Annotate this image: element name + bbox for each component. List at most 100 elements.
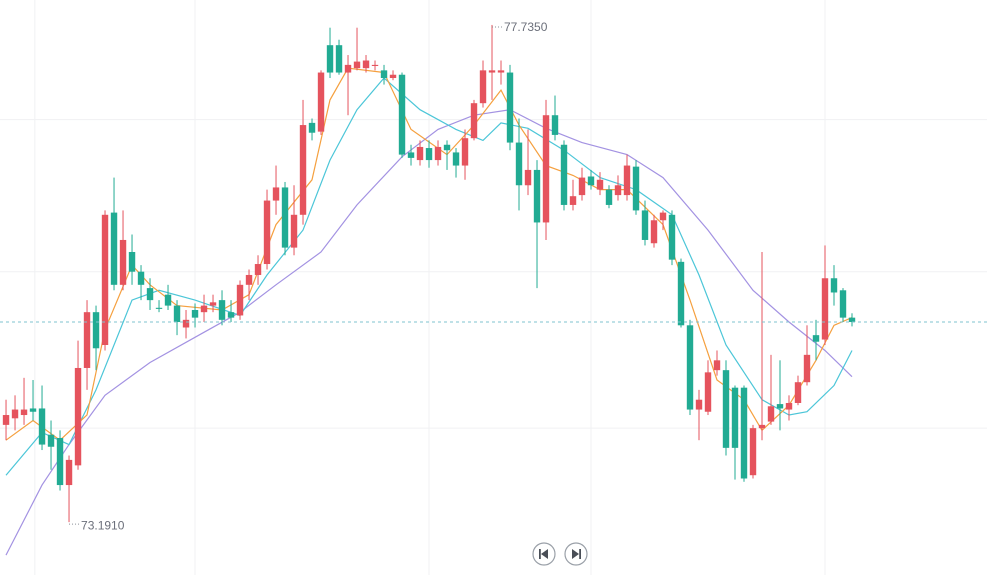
candle-body (110, 212, 118, 285)
candle-body (380, 70, 388, 79)
candle-body (56, 438, 64, 486)
button-icon[interactable] (541, 549, 548, 559)
candle-body (821, 278, 829, 340)
candle-body (794, 382, 802, 403)
candle-body (461, 138, 469, 166)
candle-body (767, 406, 775, 422)
candle-body (596, 179, 604, 190)
candle-body (830, 278, 838, 293)
candle-body (11, 409, 19, 419)
candle-body (398, 74, 406, 155)
candle-body (434, 146, 442, 161)
candle-body (704, 372, 712, 412)
candle-body (119, 239, 127, 285)
scroll-back-button[interactable] (532, 542, 556, 566)
candle-body (38, 408, 46, 445)
candle-body (407, 152, 415, 158)
candle-body (371, 64, 379, 66)
candle-body (218, 300, 226, 320)
candle-body (344, 64, 352, 73)
candle-body (776, 404, 784, 409)
candle-body (443, 144, 451, 151)
scroll-forward-button[interactable] (564, 542, 588, 566)
candle-body (20, 409, 28, 416)
candle-body (146, 288, 154, 301)
candle-body (362, 60, 370, 69)
candle-body (137, 271, 145, 285)
candle-body (749, 428, 757, 476)
candle-body (803, 354, 811, 383)
candle-body (605, 189, 613, 205)
candle-body (254, 264, 262, 275)
candle-body (569, 196, 577, 205)
candle-body (227, 312, 235, 318)
button-icon[interactable] (539, 549, 541, 559)
candle-body (632, 166, 640, 211)
candle-body (623, 165, 631, 196)
candle-body (92, 312, 100, 349)
candle-body (2, 415, 10, 425)
candle-body (848, 317, 856, 323)
candle-body (560, 144, 568, 205)
candle-body (389, 74, 397, 79)
candle-body (488, 70, 496, 73)
candle-body (326, 45, 334, 73)
candle-body (299, 125, 307, 215)
candle-body (785, 402, 793, 410)
candle-body (758, 424, 766, 429)
candle-body (722, 370, 730, 448)
candle-body (677, 261, 685, 326)
candle-body (740, 387, 748, 479)
button-icon[interactable] (579, 549, 581, 559)
candle-body (317, 72, 325, 132)
candle-body (47, 434, 55, 447)
candle-body (74, 367, 82, 466)
candle-body (290, 214, 298, 248)
candle-body (614, 185, 622, 196)
candle-body (281, 187, 289, 248)
candle-body (551, 115, 559, 135)
moving-average-line (5, 109, 853, 556)
candle-body (668, 214, 676, 260)
candle-body (416, 146, 424, 161)
candle-body (695, 399, 703, 410)
candle-body (839, 290, 847, 318)
candle-body (173, 305, 181, 323)
button-icon[interactable] (572, 549, 579, 559)
candle-body (308, 122, 316, 133)
candle-body (470, 103, 478, 139)
candle-body (524, 169, 532, 186)
candle-body (335, 45, 343, 73)
candle-body (209, 302, 217, 306)
candle-body (713, 360, 721, 371)
candles (0, 24, 987, 523)
candle-body (128, 251, 136, 272)
candle-body (515, 142, 523, 186)
candle-body (650, 220, 658, 244)
candle-body (164, 294, 172, 306)
candle-body (587, 176, 595, 186)
candle-body (155, 307, 163, 309)
candle-body (479, 70, 487, 104)
candle-body (272, 187, 280, 201)
candle-body (101, 214, 109, 345)
candle-body (533, 169, 541, 223)
candle-body (542, 115, 550, 223)
candle-body (83, 312, 91, 368)
candle-body (29, 408, 37, 412)
candle-body (425, 148, 433, 161)
candle-body (236, 284, 244, 316)
candle-body (200, 305, 208, 313)
candle-body (245, 274, 253, 285)
candle-body (731, 387, 739, 448)
candle-body (353, 61, 361, 69)
candle-body (191, 309, 199, 318)
high-label: 77.7350 (504, 20, 548, 34)
low-label: 73.1910 (81, 518, 125, 532)
candle-body (506, 72, 514, 143)
candle-body (182, 319, 190, 328)
candle-body (452, 152, 460, 166)
